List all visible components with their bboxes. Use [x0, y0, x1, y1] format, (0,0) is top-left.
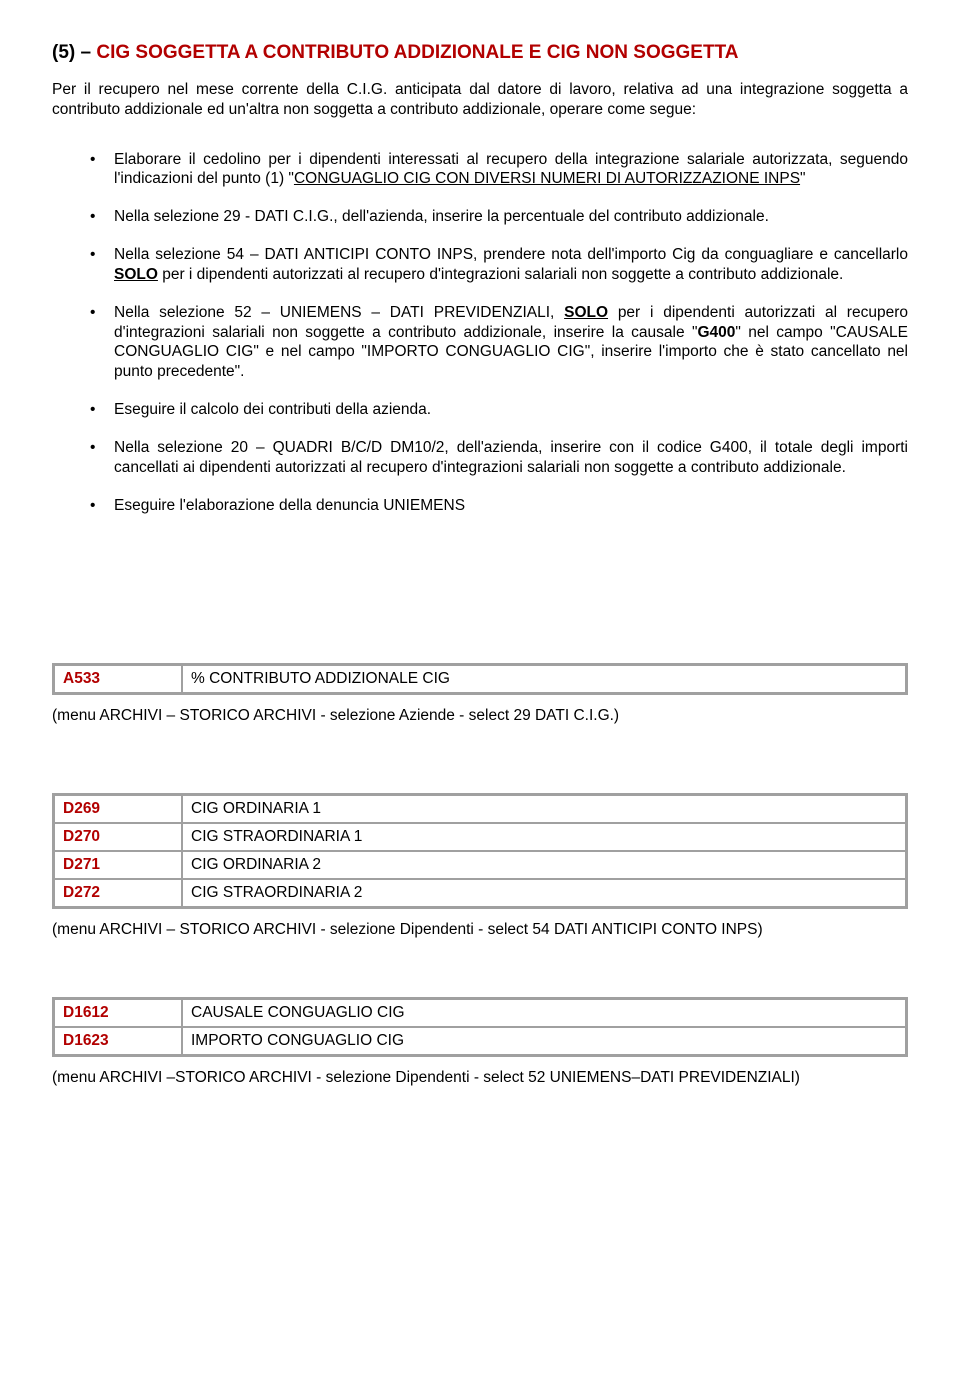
list-item: Eseguire l'elaborazione della denuncia U… — [90, 496, 908, 516]
table-a533: A533 % CONTRIBUTO ADDIZIONALE CIG — [52, 663, 908, 695]
table-d269-d272: D269 CIG ORDINARIA 1 D270 CIG STRAORDINA… — [52, 793, 908, 909]
table-row: A533 % CONTRIBUTO ADDIZIONALE CIG — [54, 665, 907, 694]
table-desc-cell: % CONTRIBUTO ADDIZIONALE CIG — [182, 665, 907, 694]
list-item: Elaborare il cedolino per i dipendenti i… — [90, 150, 908, 190]
list-item: Nella selezione 54 – DATI ANTICIPI CONTO… — [90, 245, 908, 285]
table-row: D1612 CAUSALE CONGUAGLIO CIG — [54, 999, 907, 1028]
list-item: Nella selezione 20 – QUADRI B/C/D DM10/2… — [90, 438, 908, 478]
table-row: D1623 IMPORTO CONGUAGLIO CIG — [54, 1027, 907, 1056]
table-row: D272 CIG STRAORDINARIA 2 — [54, 879, 907, 908]
table-desc-cell: CIG STRAORDINARIA 2 — [182, 879, 907, 908]
table-row: D271 CIG ORDINARIA 2 — [54, 851, 907, 879]
table-note: (menu ARCHIVI – STORICO ARCHIVI - selezi… — [52, 707, 908, 725]
table-row: D270 CIG STRAORDINARIA 1 — [54, 823, 907, 851]
list-item: Nella selezione 29 - DATI C.I.G., dell'a… — [90, 207, 908, 227]
section-title: (5) – CIG SOGGETTA A CONTRIBUTO ADDIZION… — [52, 42, 908, 64]
table-desc-cell: CAUSALE CONGUAGLIO CIG — [182, 999, 907, 1028]
table-code-cell: D272 — [54, 879, 183, 908]
table-desc-cell: CIG ORDINARIA 1 — [182, 795, 907, 824]
title-heading: CIG SOGGETTA A CONTRIBUTO ADDIZIONALE E … — [96, 42, 738, 63]
table-desc-cell: CIG ORDINARIA 2 — [182, 851, 907, 879]
table-desc-cell: CIG STRAORDINARIA 1 — [182, 823, 907, 851]
table-code-cell: D271 — [54, 851, 183, 879]
table-note: (menu ARCHIVI – STORICO ARCHIVI - selezi… — [52, 921, 908, 939]
spacer — [52, 733, 908, 793]
spacer — [52, 533, 908, 663]
table-code-cell: A533 — [54, 665, 183, 694]
instruction-list: Elaborare il cedolino per i dipendenti i… — [52, 150, 908, 516]
table-code-cell: D270 — [54, 823, 183, 851]
table-code-cell: D1612 — [54, 999, 183, 1028]
list-item: Eseguire il calcolo dei contributi della… — [90, 400, 908, 420]
intro-paragraph: Per il recupero nel mese corrente della … — [52, 80, 908, 120]
title-number: (5) – — [52, 42, 96, 63]
table-code-cell: D269 — [54, 795, 183, 824]
spacer — [52, 947, 908, 997]
document-page: (5) – CIG SOGGETTA A CONTRIBUTO ADDIZION… — [0, 0, 960, 1125]
table-note: (menu ARCHIVI –STORICO ARCHIVI - selezio… — [52, 1069, 908, 1087]
table-row: D269 CIG ORDINARIA 1 — [54, 795, 907, 824]
table-desc-cell: IMPORTO CONGUAGLIO CIG — [182, 1027, 907, 1056]
table-code-cell: D1623 — [54, 1027, 183, 1056]
table-d1612-d1623: D1612 CAUSALE CONGUAGLIO CIG D1623 IMPOR… — [52, 997, 908, 1057]
list-item: Nella selezione 52 – UNIEMENS – DATI PRE… — [90, 303, 908, 382]
